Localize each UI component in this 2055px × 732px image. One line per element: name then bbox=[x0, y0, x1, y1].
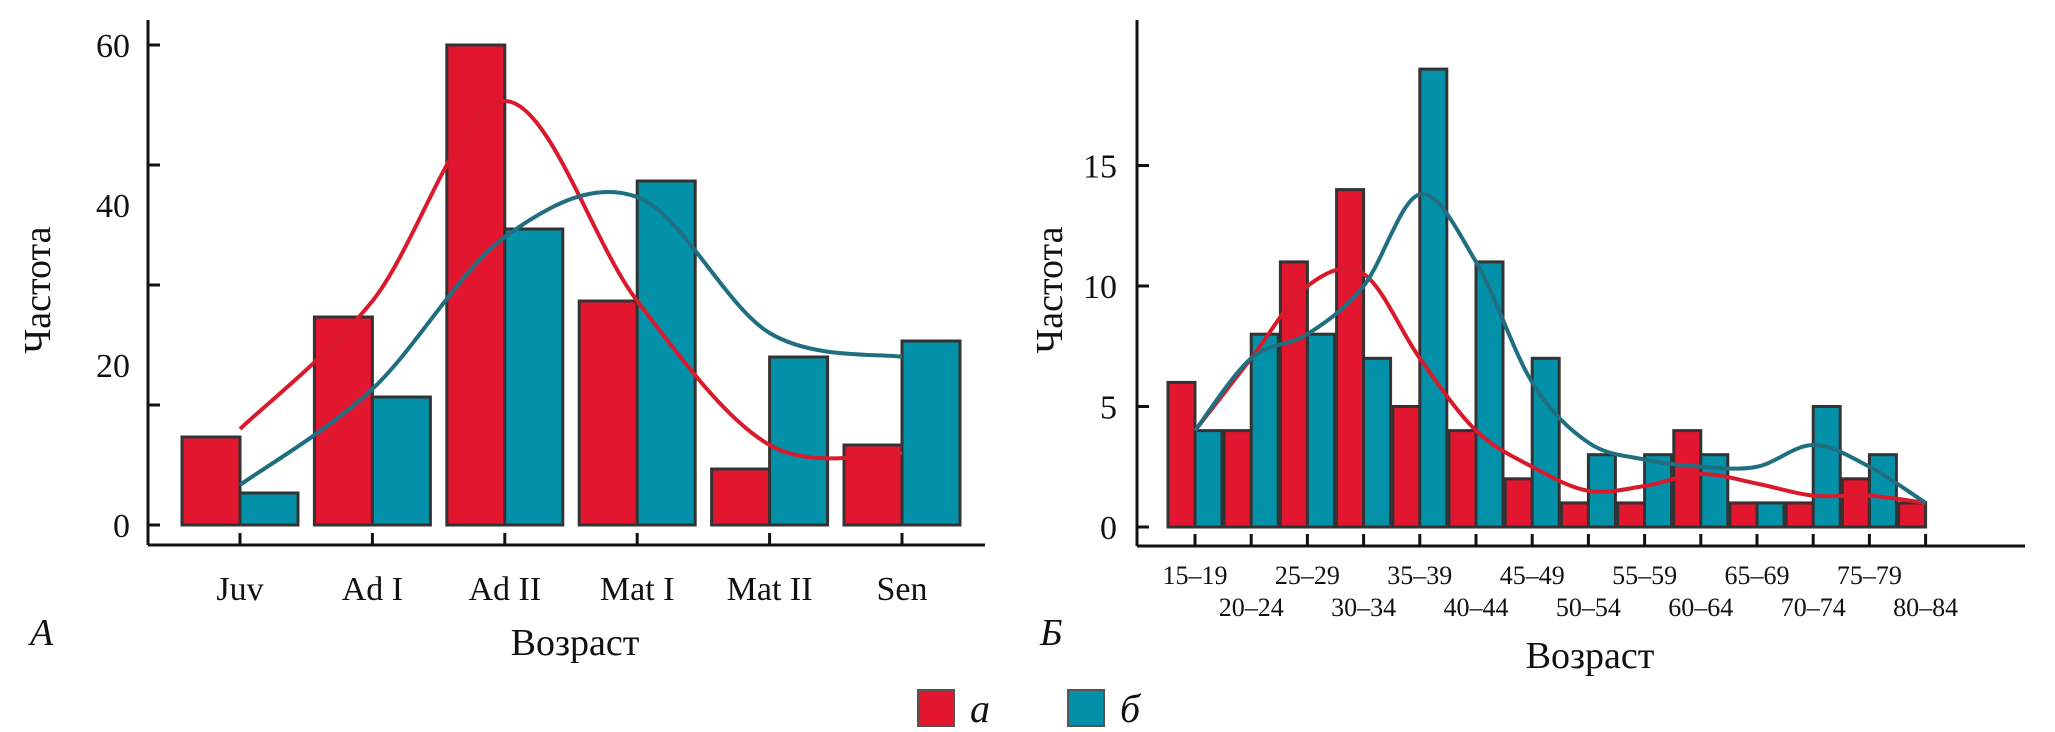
bar-a bbox=[1222, 429, 1253, 529]
x-tick-label: 55–59 bbox=[1612, 561, 1677, 590]
y-tick-label: 0 bbox=[113, 508, 130, 545]
x-tick-label: 30–34 bbox=[1331, 593, 1396, 622]
bar-a bbox=[1278, 260, 1309, 529]
x-tick-label: Sen bbox=[877, 571, 928, 608]
bar-b bbox=[1305, 332, 1336, 529]
y-tick-label: 5 bbox=[1100, 390, 1117, 427]
bar-b bbox=[1193, 429, 1224, 529]
y-tick-label: 20 bbox=[96, 348, 130, 385]
x-tick-label: Juv bbox=[216, 571, 263, 608]
y-tick-label: 60 bbox=[96, 28, 130, 65]
x-axis-title: Возраст bbox=[511, 622, 640, 664]
bar-b bbox=[1362, 356, 1393, 529]
x-tick-label: Mat I bbox=[600, 571, 675, 608]
x-tick-label: 60–64 bbox=[1668, 593, 1733, 622]
bar-b bbox=[238, 491, 300, 527]
bar-b bbox=[1418, 67, 1449, 529]
y-axis-title: Частота bbox=[17, 226, 59, 353]
x-tick-label: Mat II bbox=[727, 571, 813, 608]
x-tick-label: Ad II bbox=[468, 571, 541, 608]
bar-a bbox=[577, 299, 639, 527]
panel-label: Б bbox=[1039, 612, 1062, 654]
bar-a bbox=[312, 315, 374, 527]
x-tick-label: 70–74 bbox=[1781, 593, 1846, 622]
x-tick-label: 20–24 bbox=[1219, 593, 1284, 622]
x-tick-label: 75–79 bbox=[1837, 561, 1902, 590]
x-tick-label: 45–49 bbox=[1500, 561, 1565, 590]
density-curve-b bbox=[1193, 192, 1927, 505]
bar-b bbox=[768, 355, 830, 527]
panel-b-histogram: 0 5 10 15 15–19 20–24 25–29 30–34 35–39 40–44 45–4… bbox=[1029, 20, 2025, 677]
bar-b bbox=[1755, 501, 1786, 529]
y-tick-label: 0 bbox=[1100, 510, 1117, 547]
bar-b bbox=[370, 395, 432, 527]
x-tick-label: 80–84 bbox=[1893, 593, 1958, 622]
bar-a bbox=[1897, 501, 1928, 529]
panel-a-histogram: 0 20 40 60 Juv Ad I Ad II Mat I Mat II Sen Частота… bbox=[17, 20, 985, 664]
x-tick-label: 15–19 bbox=[1163, 561, 1228, 590]
legend-label-a: а bbox=[970, 686, 990, 731]
bar-a bbox=[1447, 429, 1478, 529]
bar-a bbox=[1335, 188, 1366, 529]
bar-b bbox=[1643, 453, 1674, 529]
density-curve-a bbox=[1193, 266, 1926, 505]
bar-a bbox=[1503, 477, 1534, 529]
x-axis-title: Возраст bbox=[1526, 635, 1655, 677]
bar-a bbox=[1391, 405, 1422, 529]
bar-b bbox=[900, 339, 962, 527]
bar-a bbox=[1166, 380, 1197, 529]
bar-b bbox=[1867, 453, 1898, 529]
bar-a bbox=[180, 435, 242, 527]
x-tick-label: 35–39 bbox=[1387, 561, 1452, 590]
y-tick-label: 10 bbox=[1083, 269, 1117, 306]
bar-a bbox=[1840, 477, 1871, 529]
x-tick-label: 50–54 bbox=[1556, 593, 1621, 622]
bar-b bbox=[1530, 356, 1561, 529]
bar-a bbox=[710, 467, 772, 527]
bar-b bbox=[1249, 332, 1280, 529]
legend-label-b: б bbox=[1120, 686, 1142, 731]
bar-a bbox=[1728, 501, 1759, 529]
x-tick-label: Ad I bbox=[342, 571, 403, 608]
y-tick-label: 40 bbox=[96, 188, 130, 225]
bar-a bbox=[1616, 501, 1647, 529]
y-axis-title: Частота bbox=[1029, 226, 1071, 353]
legend-swatch-a bbox=[917, 689, 955, 727]
bar-b bbox=[1811, 405, 1842, 529]
bar-b bbox=[635, 179, 697, 527]
x-tick-label: 25–29 bbox=[1275, 561, 1340, 590]
bar-a bbox=[1784, 501, 1815, 529]
density-curve-a bbox=[238, 98, 903, 461]
panel-label: А bbox=[27, 612, 54, 654]
bar-b bbox=[1474, 260, 1505, 529]
x-tick-label: 40–44 bbox=[1444, 593, 1509, 622]
bar-b bbox=[503, 227, 565, 527]
x-tick-label: 65–69 bbox=[1725, 561, 1790, 590]
bar-a bbox=[1559, 501, 1590, 529]
y-tick-label: 15 bbox=[1083, 149, 1117, 186]
legend-swatch-b bbox=[1067, 689, 1105, 727]
density-curve-b bbox=[238, 189, 903, 487]
